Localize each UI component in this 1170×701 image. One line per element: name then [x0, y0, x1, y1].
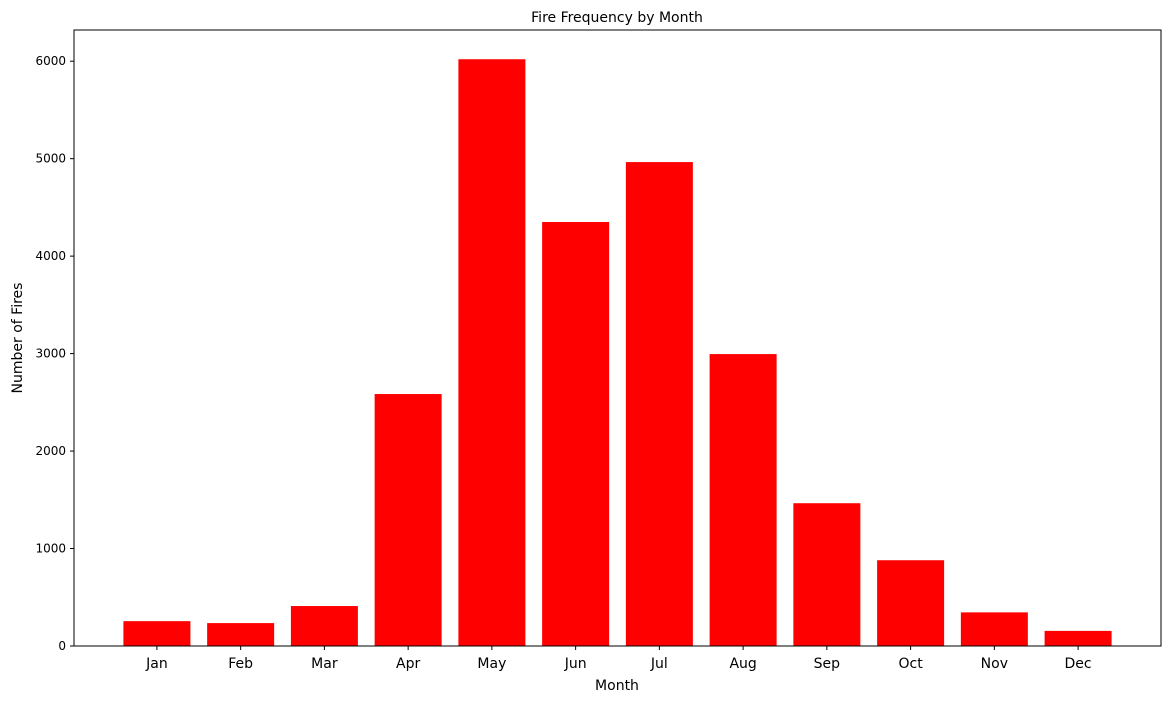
x-axis-label: Month: [595, 678, 639, 694]
x-tick-label: Oct: [898, 656, 923, 672]
bar-may: [458, 59, 526, 647]
bar-feb: [207, 623, 275, 646]
plot-area-frame: [73, 29, 1162, 647]
y-tick-label: 4000: [35, 249, 66, 263]
bar-nov: [960, 612, 1028, 646]
y-axis-ticks: 0 1000 2000 3000 4000 5000 6000: [35, 54, 74, 653]
x-tick-label: May: [477, 656, 506, 672]
bar-dec: [1044, 630, 1112, 646]
x-tick-label: Aug: [729, 656, 756, 672]
x-tick-label: Dec: [1065, 656, 1092, 672]
bar-jun: [542, 222, 610, 646]
x-axis-ticks: Jan Feb Mar Apr May Jun Jul Aug Sep Oct Nov Dec: [145, 646, 1092, 672]
y-tick-label: 3000: [35, 347, 66, 361]
x-tick-label: Sep: [814, 656, 841, 672]
x-tick-label: Jul: [650, 656, 668, 672]
y-tick-label: 0: [58, 639, 66, 653]
x-tick-label: Jan: [145, 656, 168, 672]
bar-oct: [877, 560, 945, 646]
bar-mar: [290, 606, 358, 646]
x-tick-label: Nov: [981, 656, 1008, 672]
x-tick-label: Apr: [396, 656, 420, 672]
chart-title: Fire Frequency by Month: [531, 10, 703, 26]
bar-aug: [709, 354, 777, 646]
bars-group: [123, 59, 1112, 647]
bar-jul: [625, 162, 693, 646]
bar-jan: [123, 621, 191, 646]
y-axis-label: Number of Fires: [10, 283, 26, 394]
x-tick-label: Feb: [228, 656, 253, 672]
y-tick-label: 1000: [35, 542, 66, 556]
y-tick-label: 5000: [35, 152, 66, 166]
y-tick-label: 2000: [35, 444, 66, 458]
bar-apr: [374, 394, 442, 646]
x-tick-label: Jun: [564, 656, 587, 672]
bar-sep: [793, 503, 861, 646]
y-tick-label: 6000: [35, 54, 66, 68]
x-tick-label: Mar: [311, 656, 338, 672]
